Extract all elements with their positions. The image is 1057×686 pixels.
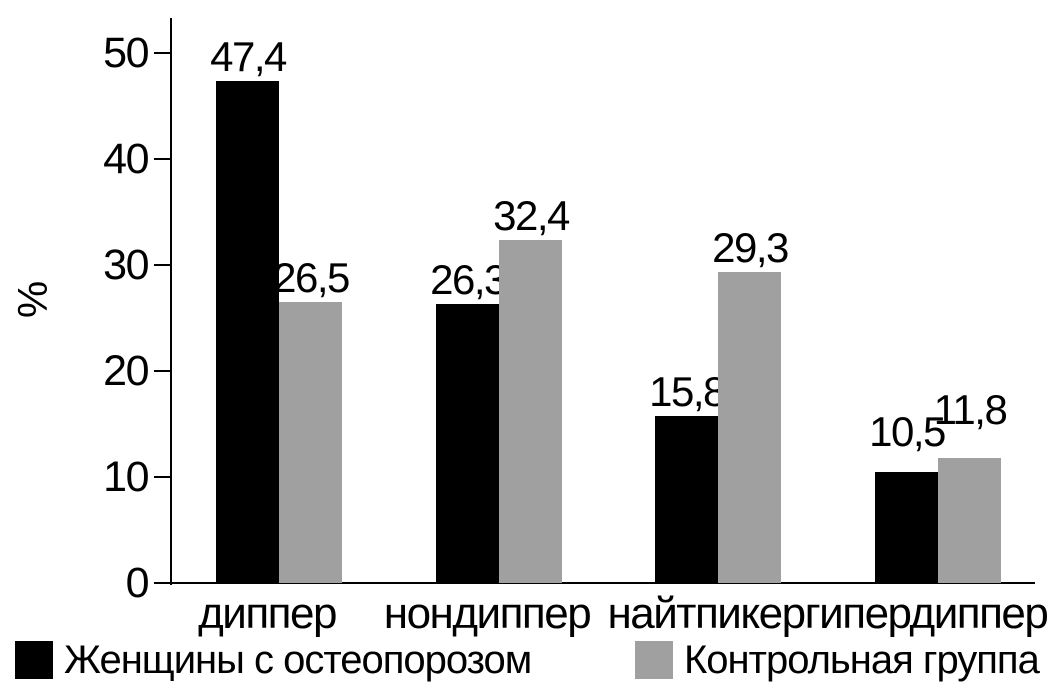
y-axis-title: % xyxy=(9,281,56,319)
bar-value-label: 10,5 xyxy=(869,408,946,455)
legend-label-control-group: Контрольная группа xyxy=(684,638,1040,682)
y-tick-label: 0 xyxy=(125,559,150,607)
y-tick-label: 10 xyxy=(103,453,149,501)
x-category-label: нондиппер xyxy=(383,589,592,638)
y-axis-line xyxy=(170,18,172,585)
y-tick-label: 30 xyxy=(103,241,149,289)
bar-black xyxy=(216,81,279,583)
y-tick-mark xyxy=(154,158,170,160)
x-category-label: гипердиппер xyxy=(804,589,1049,638)
y-tick-mark xyxy=(154,582,170,584)
bar-value-label: 26,3 xyxy=(430,256,507,303)
y-tick-mark xyxy=(154,476,170,478)
x-category-label: диппер xyxy=(198,589,337,638)
bar-value-label: 32,4 xyxy=(493,192,570,239)
bar-gray xyxy=(499,240,562,583)
bar-value-label: 15,8 xyxy=(649,368,726,415)
bar-value-label: 26,5 xyxy=(273,254,350,301)
y-tick-mark xyxy=(154,370,170,372)
bar-black xyxy=(875,472,938,583)
bar-gray xyxy=(718,272,781,583)
legend-item-control-group: Контрольная группа xyxy=(635,638,1040,682)
legend-label-osteoporosis: Женщины с остеопорозом xyxy=(64,638,532,682)
legend-item-osteoporosis: Женщины с остеопорозом xyxy=(15,638,532,682)
legend-swatch-gray-square xyxy=(635,641,673,679)
x-category-label: найтпикер xyxy=(607,589,806,638)
y-tick-label: 20 xyxy=(103,347,149,395)
bar-value-label: 29,3 xyxy=(712,224,789,271)
bar-black xyxy=(436,304,499,583)
bar-gray xyxy=(279,302,342,583)
bar-value-label: 11,8 xyxy=(933,386,1008,433)
y-tick-mark xyxy=(154,264,170,266)
y-tick-label: 40 xyxy=(103,135,149,183)
bar-value-label: 47,4 xyxy=(210,33,287,80)
bar-gray xyxy=(938,458,1001,583)
y-tick-label: 50 xyxy=(103,29,149,77)
x-axis-line xyxy=(170,582,1035,584)
legend-swatch-black-square xyxy=(15,641,53,679)
y-tick-mark xyxy=(154,52,170,54)
bar-black xyxy=(655,416,718,583)
